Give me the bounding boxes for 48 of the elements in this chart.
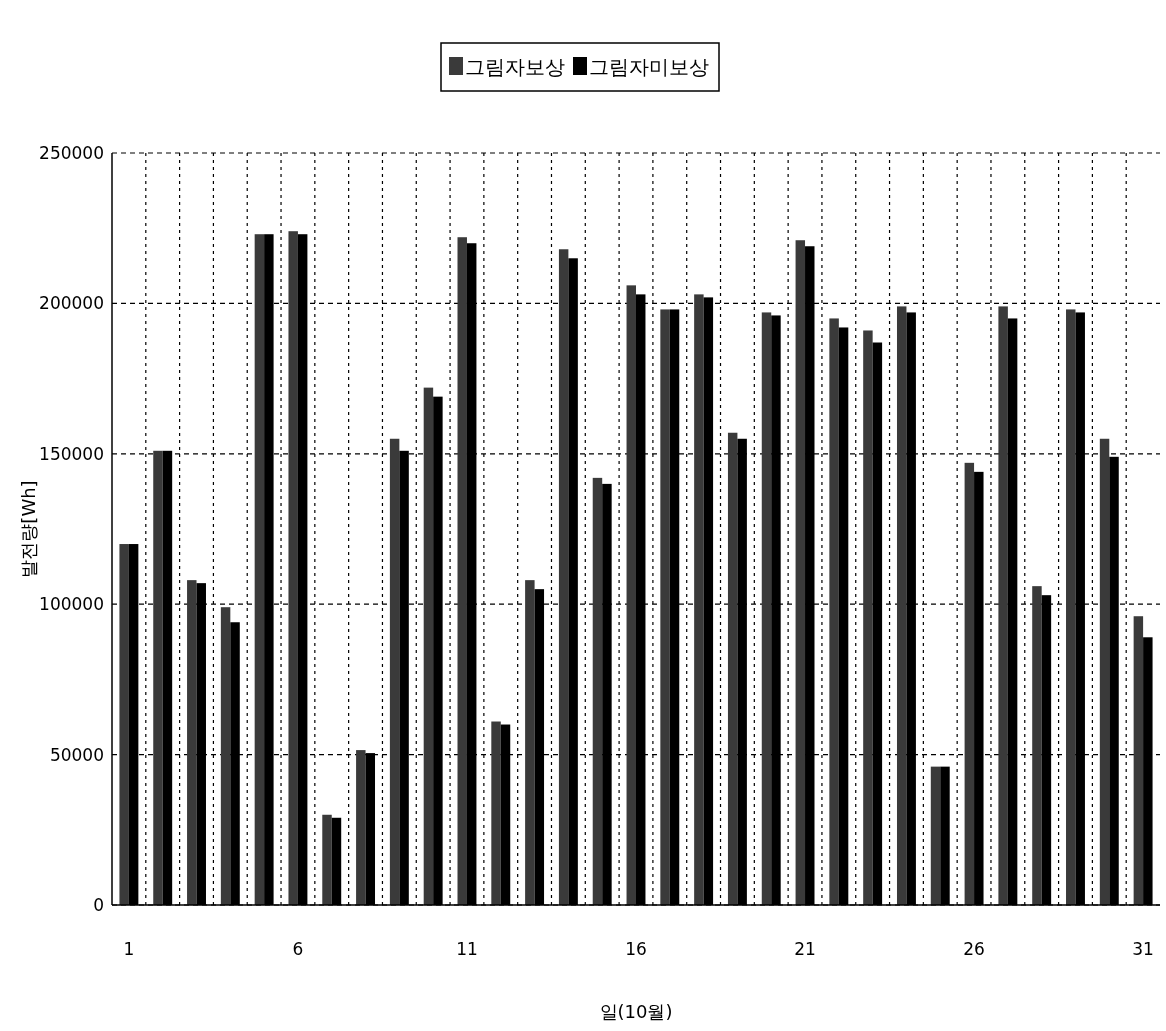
bar	[863, 330, 873, 905]
bar	[829, 318, 839, 905]
bar	[795, 240, 806, 905]
bar	[964, 462, 975, 905]
bar	[288, 231, 298, 905]
y-tick-label: 100000	[39, 594, 104, 615]
bar	[1099, 438, 1110, 905]
x-tick-label: 21	[794, 939, 816, 959]
bar	[761, 312, 772, 905]
bar	[491, 721, 501, 905]
bar	[660, 309, 670, 905]
bar	[626, 285, 636, 905]
bar	[187, 580, 197, 905]
x-tick-label: 6	[292, 939, 304, 959]
y-tick-label: 0	[93, 895, 104, 915]
y-tick-label: 50000	[49, 744, 104, 765]
bar	[998, 306, 1008, 905]
bar	[727, 432, 738, 905]
bar	[525, 580, 535, 905]
x-tick-label: 1	[123, 939, 135, 959]
y-tick-label: 200000	[39, 293, 104, 314]
y-tick-label: 150000	[39, 443, 104, 464]
legend-label: 그림자보상	[465, 55, 565, 79]
bar	[896, 306, 907, 905]
legend-label: 그림자미보상	[589, 55, 709, 79]
x-tick-label: 16	[625, 939, 647, 959]
bar	[389, 438, 400, 905]
bar	[694, 294, 704, 905]
bar	[592, 477, 603, 905]
bar	[356, 750, 366, 905]
bar	[930, 766, 941, 905]
bar	[457, 237, 467, 905]
x-tick-label: 11	[456, 939, 478, 959]
bar	[254, 234, 265, 905]
bar	[1133, 616, 1144, 905]
bar	[220, 607, 231, 905]
bar	[322, 814, 332, 905]
bar	[1066, 309, 1076, 905]
x-axis-title: 일(10월)	[599, 1001, 673, 1022]
y-axis-title: 발전량[Wh]	[18, 480, 39, 578]
bar	[153, 450, 163, 905]
x-tick-label: 31	[1132, 939, 1154, 959]
bar	[1032, 586, 1042, 905]
y-tick-label: 250000	[39, 143, 104, 163]
x-tick-label: 26	[963, 939, 985, 959]
bar	[423, 387, 434, 905]
bar	[119, 544, 129, 905]
bar	[558, 249, 569, 905]
